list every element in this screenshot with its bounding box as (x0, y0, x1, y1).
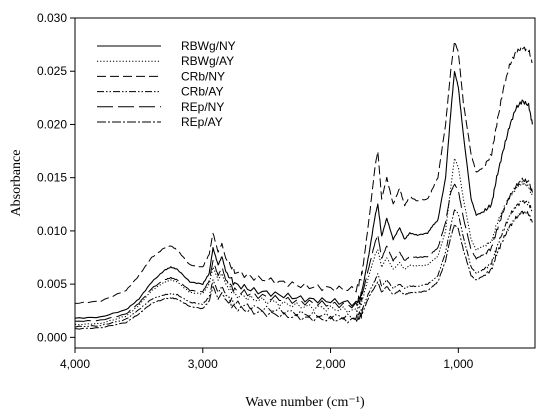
y-tick-label: 0.025 (37, 64, 67, 78)
legend-label: REp/NY (181, 100, 224, 114)
x-tick-label: 1,000 (443, 357, 473, 371)
plot-frame (74, 17, 536, 349)
series-line-rbwg-ny (74, 71, 533, 319)
x-tick-label: 3,000 (188, 357, 218, 371)
x-tick-label: 4,000 (60, 357, 90, 371)
legend-label: RBWg/NY (181, 39, 236, 53)
x-tick-label: 2,000 (316, 357, 346, 371)
series-line-rep-ay (74, 210, 533, 330)
y-tick-label: 0.005 (37, 277, 67, 291)
legend-label: CRb/NY (181, 69, 225, 83)
y-axis: 0.000 0.005 0.010 0.015 0.020 0.025 0.030 (37, 11, 75, 344)
y-tick-label: 0.030 (37, 11, 67, 25)
y-tick-label: 0.020 (37, 117, 67, 131)
y-tick-label: 0.010 (37, 224, 67, 238)
y-tick-label: 0.000 (37, 330, 67, 344)
series-line-rep-ny (74, 177, 533, 322)
legend-label: RBWg/AY (181, 54, 234, 68)
x-axis-label: Wave number (cm⁻¹) (245, 395, 365, 410)
legend-label: REp/AY (181, 115, 223, 129)
series-line-crb-ay (74, 199, 533, 328)
y-tick-label: 0.015 (37, 171, 67, 185)
x-axis: 4,000 3,000 2,000 1,000 (60, 348, 474, 371)
series-line-crb-ny (74, 40, 533, 304)
series-lines (74, 40, 533, 330)
legend-label: CRb/AY (181, 85, 223, 99)
y-axis-label: Absorbance (9, 150, 24, 217)
